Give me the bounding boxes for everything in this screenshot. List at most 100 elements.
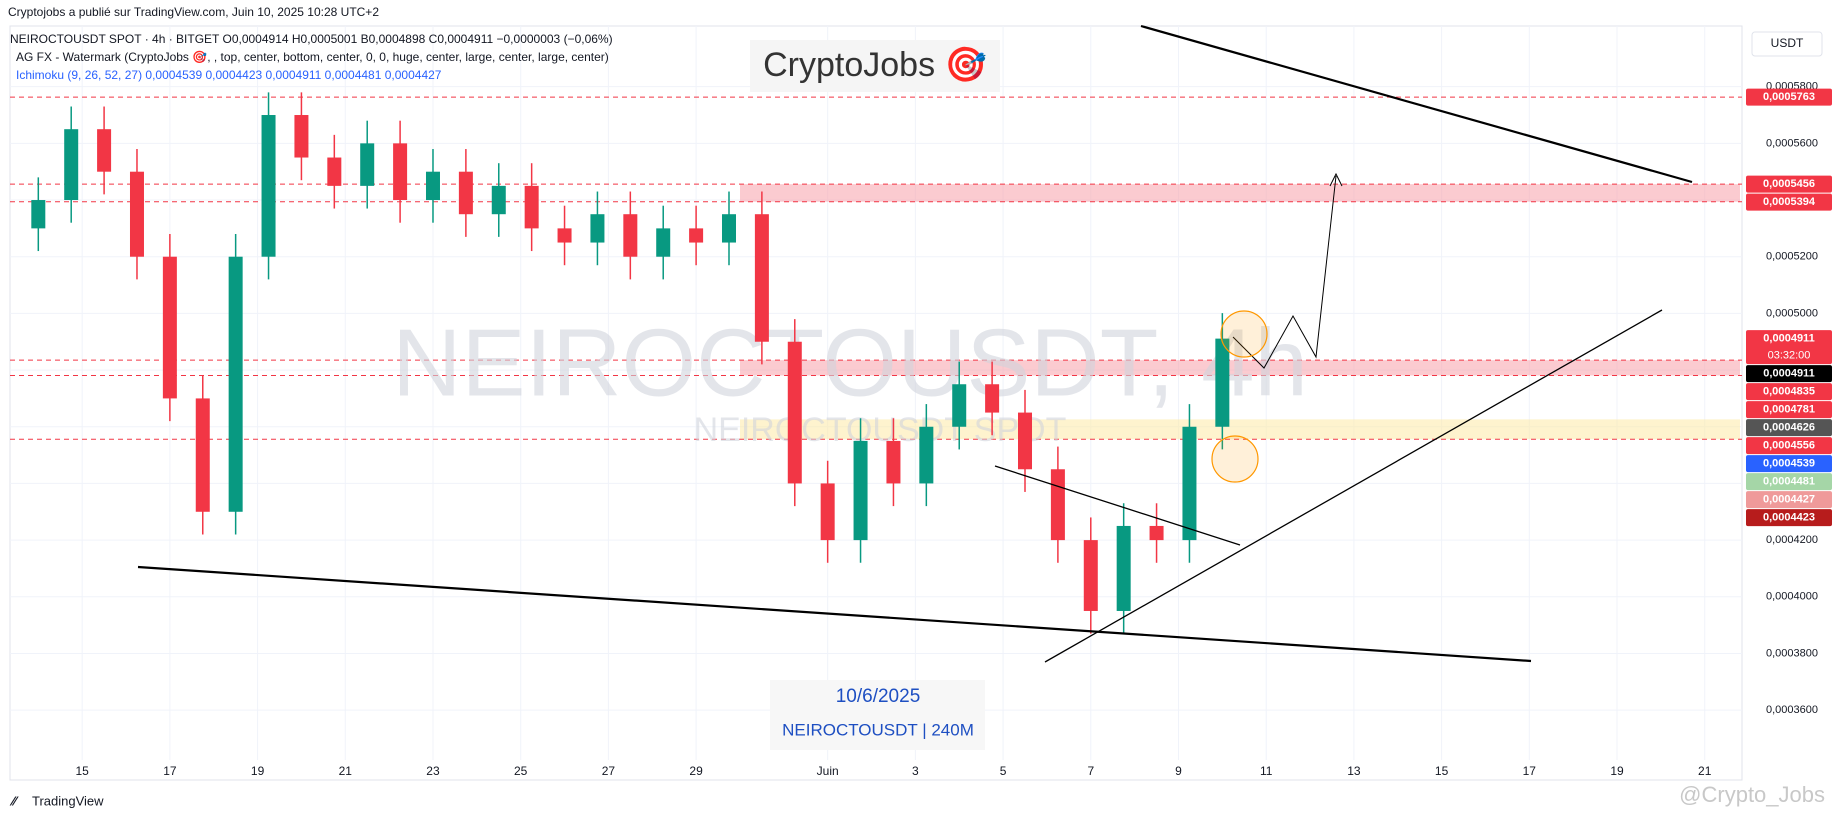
candle-body	[195, 398, 210, 512]
candle-body	[1182, 426, 1197, 541]
price-countdown: 03:32:00	[1768, 350, 1811, 362]
watermark-big: NEIROCTOUSDT, 4h	[392, 309, 1308, 416]
price-zone	[740, 360, 1740, 376]
x-tick-label: 15	[1435, 764, 1449, 778]
projection-arrowhead	[1329, 172, 1343, 187]
rising-trendline	[1044, 309, 1663, 663]
currency-button[interactable]	[1751, 31, 1823, 57]
x-tick-label: 3	[912, 764, 919, 778]
price-tag-label: 0,0004427	[1763, 494, 1815, 506]
price-tag-label: 0,0004539	[1763, 458, 1815, 470]
x-tick-label: 15	[75, 764, 89, 778]
candle-body	[524, 185, 539, 229]
candle-body	[919, 426, 934, 484]
y-tick-label: 0,0004200	[1766, 534, 1818, 546]
highlight-circle	[1211, 435, 1259, 483]
candle-body	[656, 228, 671, 257]
y-tick-label: 0,0003600	[1766, 704, 1818, 716]
price-tag-label: 0,0004626	[1763, 422, 1815, 434]
price-tag	[1746, 437, 1832, 455]
candle-body	[623, 214, 638, 257]
price-tag	[1746, 193, 1832, 211]
price-zone	[740, 419, 1740, 440]
candle-body	[458, 171, 473, 215]
candle-body	[721, 214, 736, 243]
candle-body	[820, 483, 835, 541]
price-tag-label: 0,0004835	[1763, 386, 1815, 398]
x-tick-label: 25	[514, 764, 528, 778]
published-line: Cryptojobs a publié sur TradingView.com,…	[8, 5, 379, 19]
watermark-small: NEIROCTOUSDT SPOT	[694, 411, 1067, 449]
x-tick-label: 19	[251, 764, 265, 778]
info-box	[770, 680, 985, 750]
price-tag-label: 0,0004911	[1763, 368, 1814, 380]
price-tag-label: 0,0004481	[1763, 476, 1815, 488]
price-tag	[1746, 330, 1832, 365]
y-tick-label: 0,0003800	[1766, 647, 1818, 659]
x-tick-label: 29	[689, 764, 703, 778]
candle-body	[228, 256, 243, 512]
price-tag-label: 0,0005394	[1763, 196, 1816, 208]
symbol-line: NEIROCTOUSDT SPOT · 4h · BITGET O0,00049…	[10, 32, 613, 46]
candle-body	[31, 200, 46, 229]
price-tag-label: 0,0004556	[1763, 440, 1815, 452]
x-tick-label: 21	[339, 764, 353, 778]
y-tick-label: 0,0004000	[1766, 591, 1818, 603]
projection-path	[1232, 175, 1337, 369]
price-zone	[740, 184, 1740, 202]
candle-body	[261, 115, 276, 257]
x-tick-label: 17	[163, 764, 177, 778]
x-tick-label: 27	[602, 764, 616, 778]
credit-watermark: @Crypto_Jobs	[1679, 782, 1825, 807]
x-tick-label: 5	[1000, 764, 1007, 778]
highlight-circle	[1220, 310, 1268, 358]
candle-body	[294, 115, 309, 158]
candle-body	[557, 228, 572, 243]
candle-body	[853, 440, 868, 541]
candle-body	[97, 129, 112, 172]
lower-trendline	[137, 565, 1532, 663]
price-tag-label: 0,0005763	[1763, 91, 1815, 103]
price-tag-label: 0,0004423	[1763, 512, 1815, 524]
price-tag	[1746, 473, 1832, 491]
price-tag	[1746, 509, 1832, 527]
candle-body	[1215, 338, 1230, 427]
info-date: 10/6/2025	[836, 686, 921, 707]
price-tag-label: 0,0004911	[1763, 333, 1814, 345]
currency[interactable]: USDT	[1771, 36, 1804, 50]
x-tick-label: 21	[1698, 764, 1712, 778]
candle-body	[491, 185, 506, 215]
x-tick-label: 19	[1610, 764, 1624, 778]
price-tag	[1746, 491, 1832, 509]
candle-body	[754, 214, 769, 342]
candle-body	[787, 341, 802, 484]
price-tag-label: 0,0004781	[1763, 404, 1815, 416]
x-tick-label: 7	[1087, 764, 1094, 778]
price-tag	[1746, 175, 1832, 193]
tradingview-brand: TradingView	[32, 793, 104, 808]
x-tick-label: 17	[1523, 764, 1537, 778]
logo: CryptoJobs 🎯	[763, 46, 987, 84]
candle-body	[1050, 469, 1065, 541]
candle-body	[985, 384, 1000, 413]
candle-body	[393, 143, 408, 201]
candle-body	[1083, 540, 1098, 611]
candle-body	[327, 157, 342, 186]
candle-body	[129, 171, 144, 257]
info-pair: NEIROCTOUSDT | 240M	[782, 720, 974, 739]
price-tag	[1746, 383, 1832, 401]
price-tag	[1746, 455, 1832, 473]
x-tick-label: 13	[1347, 764, 1361, 778]
candle-body	[1018, 412, 1033, 470]
logo-box	[750, 40, 1000, 92]
candle-body	[360, 143, 375, 186]
x-tick-label: 9	[1175, 764, 1182, 778]
price-tag	[1746, 365, 1832, 383]
price-tag	[1746, 88, 1832, 106]
candle-body	[886, 440, 901, 484]
watermark-indicator-line: AG FX - Watermark (CryptoJobs 🎯, , top, …	[16, 50, 609, 64]
x-tick-label: 23	[426, 764, 440, 778]
ichimoku-line: Ichimoku (9, 26, 52, 27) 0,0004539 0,000…	[16, 68, 442, 82]
candle-body	[590, 214, 605, 243]
